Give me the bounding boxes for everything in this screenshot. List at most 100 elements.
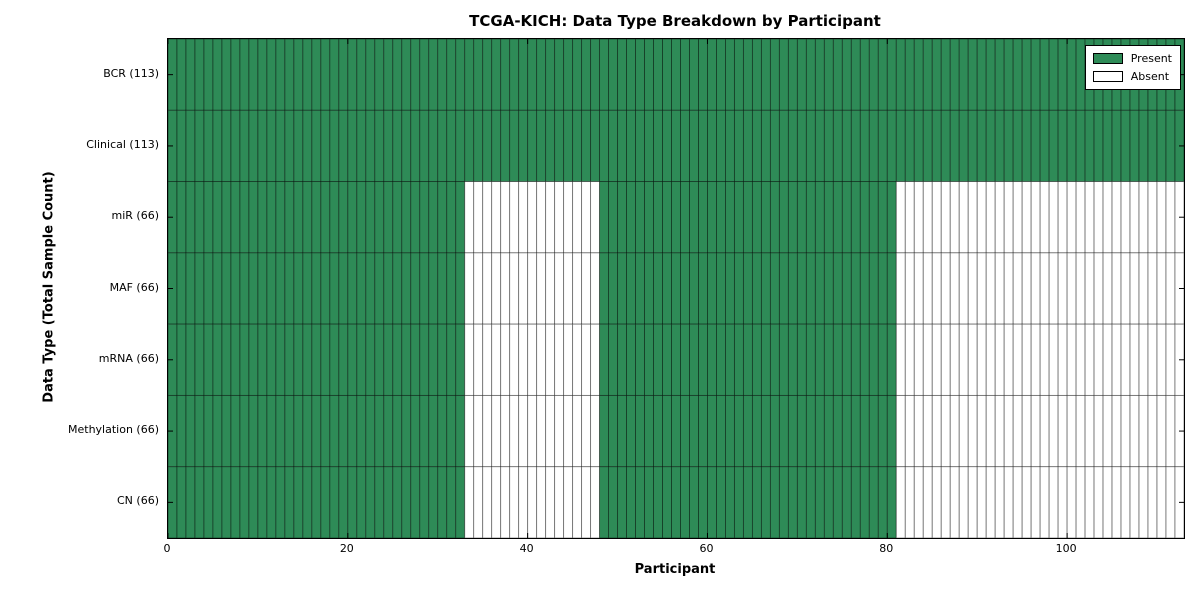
heatmap-cell [1030,109,1041,183]
heatmap-cell [509,323,520,396]
heatmap-cell [850,252,861,325]
heatmap-cell [760,181,771,254]
heatmap-cell [590,181,601,254]
heatmap-cell [725,109,735,183]
heatmap-cell [940,252,951,325]
heatmap-cell [1021,394,1032,468]
heatmap-cell [716,181,726,254]
heatmap-cell [698,323,708,396]
heatmap-cell [302,252,313,325]
heatmap-cell [877,394,888,468]
heatmap-cell [644,466,654,538]
heatmap-cell [176,39,187,111]
heatmap-cell [518,394,529,468]
heatmap-cell [617,181,627,254]
heatmap-cell [653,394,663,468]
heatmap-cell [491,466,502,538]
heatmap-cell [536,466,547,538]
heatmap-cell [949,466,960,538]
heatmap-cell [626,394,636,468]
heatmap-cell [617,466,627,538]
heatmap-cell [832,323,843,396]
heatmap-cell [644,394,654,468]
heatmap-cell [1003,394,1014,468]
heatmap-cell [329,252,340,325]
heatmap-cell [913,109,924,183]
heatmap-cell [500,252,511,325]
heatmap-cell [410,181,421,254]
heatmap-cell [1084,394,1095,468]
heatmap-cell [230,39,241,111]
heatmap-cell [778,39,789,111]
heatmap-cell [850,394,861,468]
heatmap-cell [725,323,735,396]
heatmap-cell [787,181,798,254]
heatmap-cell [985,466,996,538]
heatmap-cell [760,466,771,538]
heatmap-cell [1057,39,1068,111]
heatmap-cell [401,323,412,396]
heatmap-cell [212,394,223,468]
heatmap-cell [742,252,753,325]
heatmap-cell [823,252,834,325]
heatmap-cell [1048,109,1059,183]
heatmap-cell [446,252,457,325]
heatmap-cell [311,109,322,183]
heatmap-cell [446,466,457,538]
heatmap-cell [841,181,852,254]
heatmap-cell [608,181,619,254]
heatmap-cell [599,181,610,254]
heatmap-cell [1138,394,1149,468]
heatmap-cell [572,181,583,254]
y-tick-label-Methylation: Methylation (66) [68,423,159,437]
heatmap-cell [698,39,708,111]
heatmap-cell [176,466,187,538]
heatmap-cell [275,39,286,111]
heatmap-cell [904,323,915,396]
heatmap-cell [751,394,762,468]
heatmap-cell [383,109,394,183]
heatmap-cell [554,181,565,254]
heatmap-cell [617,109,627,183]
heatmap-cell [230,109,241,183]
heatmap-cell [671,323,681,396]
heatmap-cell [742,181,753,254]
heatmap-cell [248,252,259,325]
heatmap-cell [545,181,556,254]
heatmap-cell [707,39,717,111]
heatmap-cell [994,323,1005,396]
heatmap-cell [392,323,403,396]
heatmap-cell [536,323,547,396]
heatmap-cell [904,252,915,325]
heatmap-cell [1012,109,1023,183]
heatmap-cell [329,323,340,396]
heatmap-cell [428,323,439,396]
heatmap-cell [868,323,879,396]
heatmap-cell [491,181,502,254]
heatmap-cell [994,109,1005,183]
heatmap-cell [1165,323,1176,396]
heatmap-cell [823,39,834,111]
heatmap-cell [716,323,726,396]
heatmap-cell [859,466,870,538]
heatmap-cell [212,181,223,254]
legend-label-present: Present [1130,52,1172,65]
heatmap-cell [1147,109,1158,183]
heatmap-cell [760,323,771,396]
heatmap-cell [392,252,403,325]
heatmap-cell [239,109,250,183]
y-tick-label-Clinical: Clinical (113) [86,137,159,151]
heatmap-cell [796,323,807,396]
heatmap-cell [203,323,214,396]
heatmap-cell [707,109,717,183]
heatmap-cell [581,323,592,396]
heatmap-cell [545,466,556,538]
heatmap-cell [572,394,583,468]
heatmap-cell [778,323,789,396]
heatmap-cell [635,323,645,396]
heatmap-cell [1066,109,1077,183]
heatmap-cell [1030,181,1041,254]
heatmap-cell [635,181,645,254]
heatmap-cell [464,466,475,538]
heatmap-cell [419,252,430,325]
